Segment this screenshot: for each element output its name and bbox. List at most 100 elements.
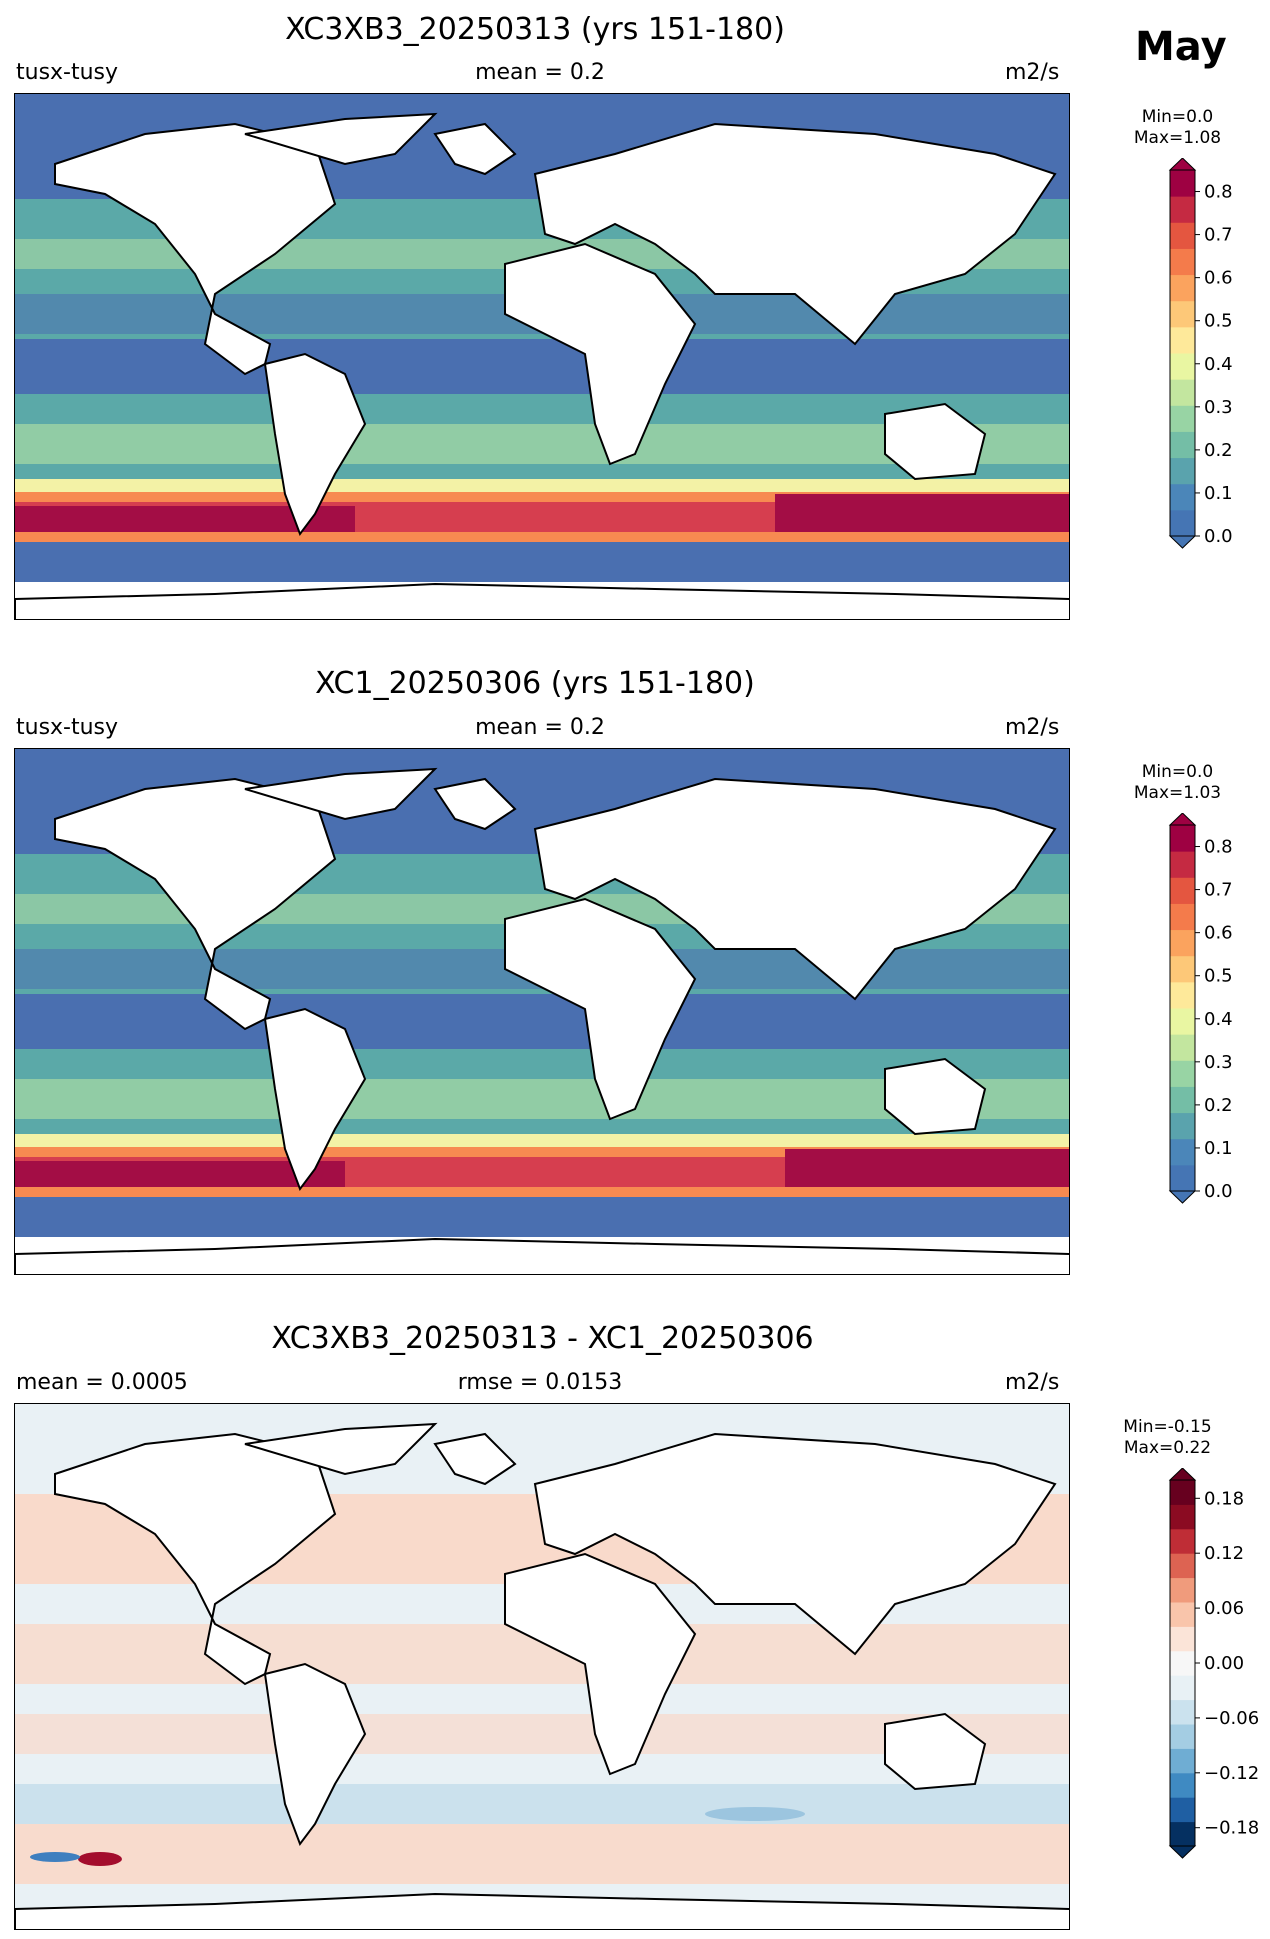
panel-2-colorbar-frame: [1169, 824, 1196, 1192]
panel-1-colorbar-tick-label: 0.4: [1204, 354, 1233, 375]
panel-1-colorbar-extend-max: [1168, 158, 1197, 171]
panel-3-colorbar-extend-min: [1168, 1845, 1197, 1859]
panel-3-colorbar-segment: [1170, 1553, 1195, 1579]
panel-3-colorbar-tick-label: 0.06: [1204, 1598, 1244, 1619]
panel-2-title: XC1_20250306 (yrs 151-180): [315, 666, 755, 701]
panel-3-right-label: m2/s: [1005, 1370, 1060, 1395]
panel-1-colorbar-tick-label: 0.1: [1204, 483, 1233, 504]
panel-3-colorbar-segment: [1170, 1675, 1195, 1701]
panel-2-colorbar-segment: [1170, 825, 1195, 852]
panel-2-colorbar-segment: [1170, 981, 1195, 1009]
panel-1-center-label: mean = 0.2: [475, 60, 605, 85]
panel-1-right-label: m2/s: [1005, 60, 1060, 85]
panel-1-colorbar-segment: [1170, 509, 1195, 537]
panel-1-colorbar-tick-label: 0.7: [1204, 225, 1233, 246]
panel-3-colorbar-segment: [1170, 1480, 1195, 1505]
panel-3-colorbar-extend-max: [1168, 1468, 1197, 1481]
panel-3-center-label: rmse = 0.0153: [457, 1370, 623, 1395]
panel-1-colorbar-segment: [1170, 457, 1195, 485]
panel-1-colorbar-extend-min: [1168, 535, 1197, 549]
panel-1-colorbar-segment: [1170, 431, 1195, 459]
panel-3-colorbar-segment: [1170, 1797, 1195, 1823]
panel-2-colorbar-tick-label: 0.6: [1204, 923, 1233, 944]
panel-2-colorbar-extend-max: [1168, 813, 1197, 826]
panel-2-colorbar-segment: [1170, 1138, 1195, 1166]
panel-1-colorbar-segment: [1170, 353, 1195, 380]
panel-2-colorbar: 0.8 0.7 0.6 0.5 0.4 0.3 0.2 0.1 0.0: [1168, 813, 1233, 1204]
panel-1-colorbar-segment: [1170, 274, 1195, 302]
panel-2-colorbar-segment: [1170, 877, 1195, 904]
panel-1-colorbar-tick-label: 0.5: [1204, 311, 1233, 332]
panel-3-colorbar-tick-label: 0.00: [1204, 1653, 1244, 1674]
panel-2-colorbar-tick-label: 0.4: [1204, 1009, 1233, 1030]
panel-3-colorbar-segment: [1170, 1821, 1195, 1847]
panel-3-colorbar-segment: [1170, 1772, 1195, 1798]
panel-2-max-label: Max=1.03: [1133, 783, 1222, 803]
panel-1-colorbar-segment: [1170, 170, 1195, 197]
month-label: May: [1135, 24, 1227, 70]
panel-3-colorbar-segment: [1170, 1528, 1195, 1554]
panel-3-left-label: mean = 0.0005: [16, 1370, 188, 1395]
panel-2-colorbar-segment: [1170, 1086, 1195, 1114]
panel-3-max-label: Max=0.22: [1123, 1438, 1212, 1458]
panel-1-max-label: Max=1.08: [1133, 128, 1222, 148]
panel-1-title: XC3XB3_20250313 (yrs 151-180): [285, 12, 785, 47]
panel-3-title: XC3XB3_20250313 - XC1_20250306: [271, 1321, 814, 1356]
panel-2-colorbar-tick-label: 0.8: [1204, 837, 1233, 858]
panel-2-colorbar-tick-label: 0.2: [1204, 1095, 1233, 1116]
panel-1-colorbar-segment: [1170, 300, 1195, 328]
panel-1-colorbar-segment: [1170, 248, 1195, 276]
panel-3-colorbar-segment: [1170, 1650, 1195, 1676]
panel-2-colorbar-segment: [1170, 1034, 1195, 1061]
panel-1-colorbar: 0.8 0.7 0.6 0.5 0.4 0.3 0.2 0.1 0.0: [1168, 158, 1233, 549]
panel-3-colorbar-tick-label: 0.12: [1204, 1543, 1244, 1564]
panel-1-colorbar-tick-label: 0.3: [1204, 397, 1233, 418]
panel-3-colorbar-tick-label: −0.18: [1204, 1818, 1259, 1839]
panel-2-colorbar-segment: [1170, 903, 1195, 931]
panel-1-min-label: Min=0.0: [1141, 107, 1214, 127]
panel-1-colorbar-tick-label: 0.6: [1204, 268, 1233, 289]
panel-2-colorbar-segment: [1170, 1112, 1195, 1140]
panel-2-colorbar-tick-label: 0.5: [1204, 966, 1233, 987]
panel-2-center-label: mean = 0.2: [475, 715, 605, 740]
panel-3-min-label: Min=-0.15: [1123, 1417, 1212, 1437]
panel-2-colorbar-segment: [1170, 1060, 1195, 1087]
panel-3-colorbar-segment: [1170, 1577, 1195, 1603]
panel-2-colorbar-extend-min: [1168, 1190, 1197, 1204]
panel-2-colorbar-tick-label: 0.3: [1204, 1052, 1233, 1073]
panel-3-colorbar-segment: [1170, 1602, 1195, 1627]
panel-2-colorbar-segment: [1170, 1008, 1195, 1035]
panel-1-left-label: tusx-tusy: [16, 60, 119, 85]
panel-1-colorbar-tick-label: 0.0: [1204, 526, 1233, 547]
panel-1-colorbar-segment: [1170, 483, 1195, 511]
panel-2-colorbar-tick-label: 0.0: [1204, 1181, 1233, 1202]
panel-3-colorbar-tick-label: −0.12: [1204, 1763, 1259, 1784]
panel-3-colorbar-segment: [1170, 1626, 1195, 1652]
panel-2-colorbar-tick-label: 0.7: [1204, 880, 1233, 901]
panel-2-left-label: tusx-tusy: [16, 715, 119, 740]
panel-3-colorbar: 0.18 0.12 0.06 0.00 −0.06 −0.12 −0.18: [1168, 1468, 1259, 1859]
panel-2-colorbar-segment: [1170, 851, 1195, 878]
panel-1-colorbar-segment: [1170, 379, 1195, 406]
panel-3-map: [14, 1403, 1070, 1930]
panel-1-colorbar-segment: [1170, 222, 1195, 249]
panel-3-colorbar-tick-label: −0.06: [1204, 1708, 1259, 1729]
panel-3-colorbar-tick-label: 0.18: [1204, 1488, 1244, 1509]
panel-3-colorbar-segment: [1170, 1724, 1195, 1749]
panel-2-colorbar-segment: [1170, 955, 1195, 983]
panel-1-colorbar-segment: [1170, 196, 1195, 223]
panel-1-map: [14, 93, 1070, 620]
panel-1-colorbar-segment: [1170, 326, 1195, 354]
panel-2-colorbar-tick-label: 0.1: [1204, 1138, 1233, 1159]
panel-3-colorbar-segment: [1170, 1748, 1195, 1774]
panel-2-min-label: Min=0.0: [1141, 762, 1214, 782]
panel-3-colorbar-segment: [1170, 1699, 1195, 1725]
panel-1-colorbar-tick-label: 0.2: [1204, 440, 1233, 461]
panel-2-colorbar-segment: [1170, 929, 1195, 957]
panel-2-map: [14, 748, 1070, 1275]
panel-2-colorbar-segment: [1170, 1164, 1195, 1192]
panel-1-colorbar-segment: [1170, 405, 1195, 432]
panel-2-right-label: m2/s: [1005, 715, 1060, 740]
panel-1-colorbar-tick-label: 0.8: [1204, 182, 1233, 203]
panel-1-colorbar-frame: [1169, 169, 1196, 537]
